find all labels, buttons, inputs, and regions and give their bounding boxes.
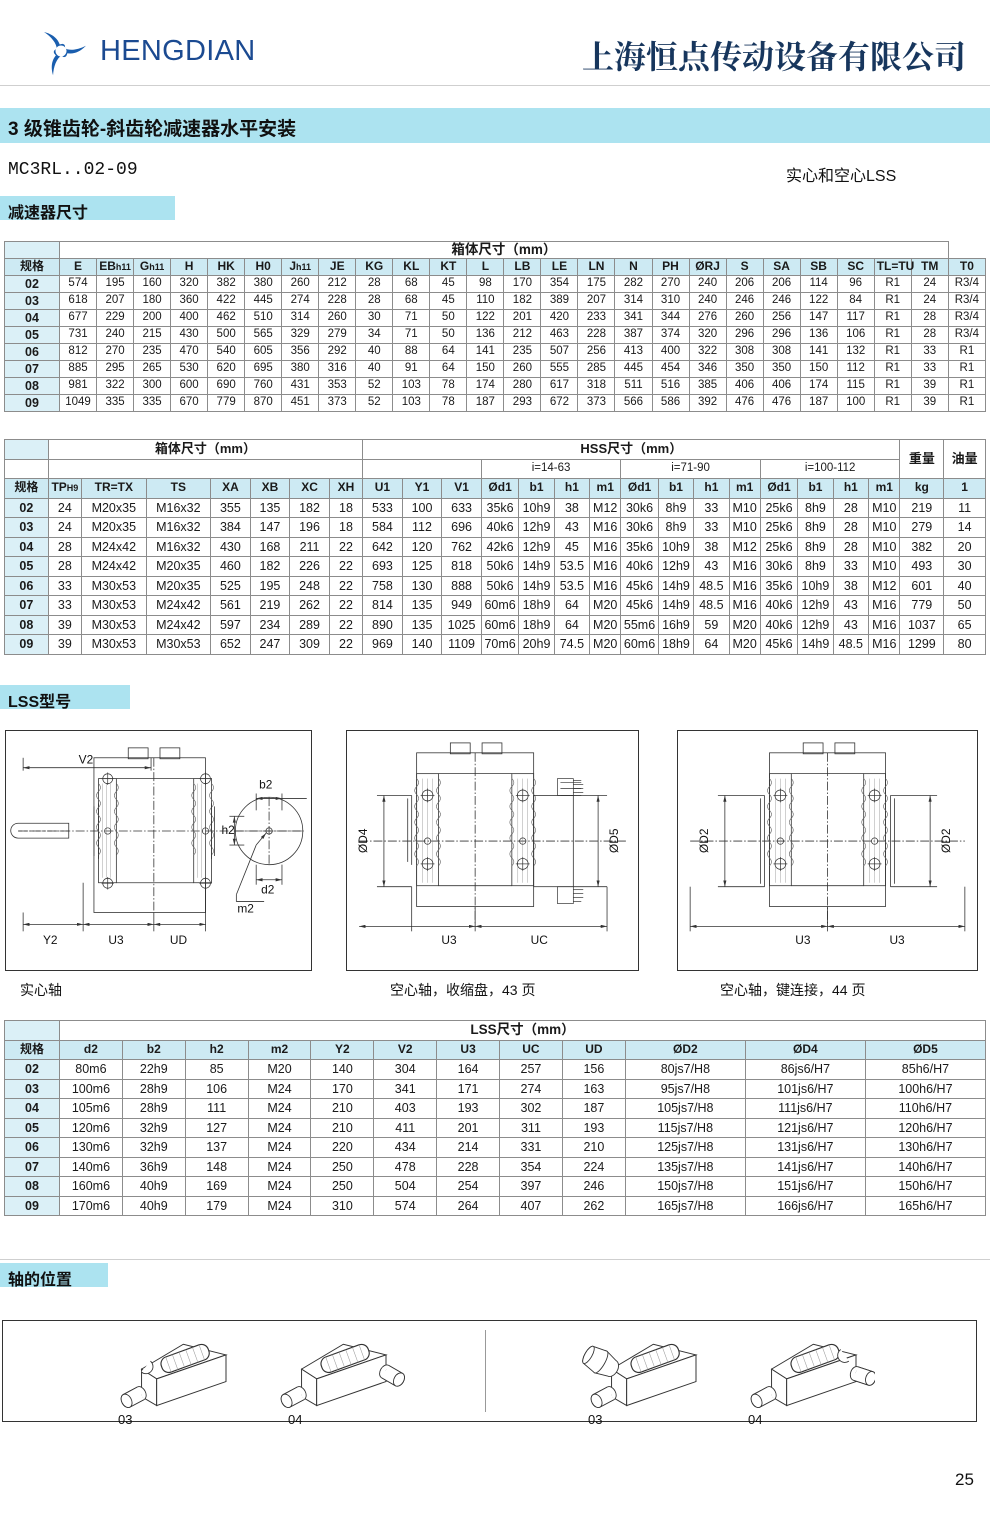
svg-text:UD: UD bbox=[170, 933, 188, 947]
svg-text:m2: m2 bbox=[237, 901, 254, 915]
svg-text:h2: h2 bbox=[221, 823, 235, 837]
svg-text:U3: U3 bbox=[108, 933, 124, 947]
svg-text:ØD5: ØD5 bbox=[607, 828, 621, 853]
svg-text:U3: U3 bbox=[795, 933, 811, 947]
svg-text:ØD2: ØD2 bbox=[697, 828, 711, 853]
svg-text:Y2: Y2 bbox=[43, 933, 58, 947]
svg-text:ØD4: ØD4 bbox=[356, 828, 370, 853]
svg-text:UC: UC bbox=[531, 933, 549, 947]
svg-text:b2: b2 bbox=[259, 778, 273, 792]
svg-text:U3: U3 bbox=[889, 933, 905, 947]
svg-text:U3: U3 bbox=[441, 933, 457, 947]
svg-text:ØD2: ØD2 bbox=[939, 828, 953, 853]
svg-text:V2: V2 bbox=[79, 753, 94, 767]
svg-text:d2: d2 bbox=[261, 883, 275, 897]
